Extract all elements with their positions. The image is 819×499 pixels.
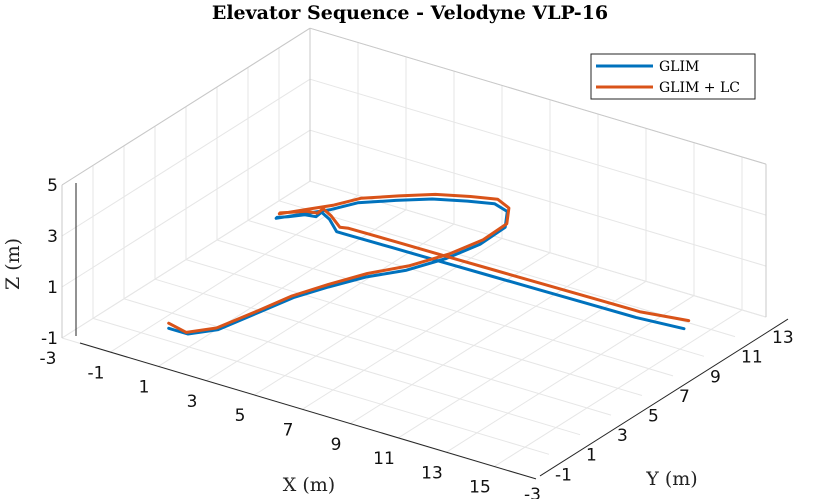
y-tick-label: -1 [555, 465, 572, 485]
y-axis-line [539, 318, 789, 477]
y-tick-label: 1 [586, 446, 597, 466]
box-edge [61, 27, 311, 186]
axis-layer [61, 27, 789, 480]
z-tick-label: 3 [47, 227, 58, 247]
legend: GLIM GLIM + LC [590, 53, 756, 100]
z-tick-label: 1 [47, 278, 58, 298]
wall-grid-line [309, 129, 767, 267]
wall-grid-line [309, 180, 767, 318]
floor-grid-line [154, 278, 612, 416]
x-tick-label: 5 [235, 406, 246, 426]
x-axis-line [79, 342, 537, 480]
x-tick-label: 13 [421, 463, 443, 483]
wall-grid-line [309, 78, 767, 216]
y-tick-label: 9 [710, 367, 721, 387]
x-tick-label: 3 [187, 392, 198, 412]
x-tick-label: 1 [139, 378, 150, 398]
x-tick-label: 11 [373, 449, 395, 469]
z-tick-label: -1 [41, 329, 58, 349]
x-tick-label: -1 [88, 363, 105, 383]
x-tick-label: -3 [40, 349, 57, 369]
wall-grid-line [61, 78, 311, 237]
legend-label-glim: GLIM [659, 59, 699, 75]
y-tick-label: 13 [772, 328, 794, 348]
floor-grid-line [216, 239, 674, 377]
z-axis-label: Z (m) [2, 238, 24, 290]
floor-grid-line [123, 298, 581, 436]
floor-grid-line [247, 219, 705, 357]
wall-grid-line [61, 129, 311, 288]
y-tick-label: 5 [648, 407, 659, 427]
x-axis-label: X (m) [283, 474, 335, 496]
wall-grid-line [61, 180, 311, 339]
legend-label-glim-lc: GLIM + LC [659, 80, 740, 96]
x-tick-label: 7 [283, 421, 294, 441]
floor-grid-line [185, 259, 643, 396]
y-tick-label: 7 [679, 387, 690, 407]
z-tick-label: 5 [47, 176, 58, 196]
y-tick-label: 11 [741, 348, 763, 368]
series-line-glim-lc [167, 192, 691, 334]
box-edge [309, 27, 767, 165]
x-tick-label: 15 [469, 478, 491, 498]
chart-title: Elevator Sequence - Velodyne VLP-16 [212, 2, 608, 24]
y-tick-label: -3 [524, 485, 541, 499]
y-axis-label: Y (m) [645, 468, 697, 490]
series-layer [167, 192, 691, 336]
legend-box [590, 53, 756, 100]
y-tick-label: 3 [617, 426, 628, 446]
grid-layer [61, 27, 767, 475]
x-tick-label: 9 [331, 435, 342, 455]
floor-grid-line [92, 317, 550, 455]
